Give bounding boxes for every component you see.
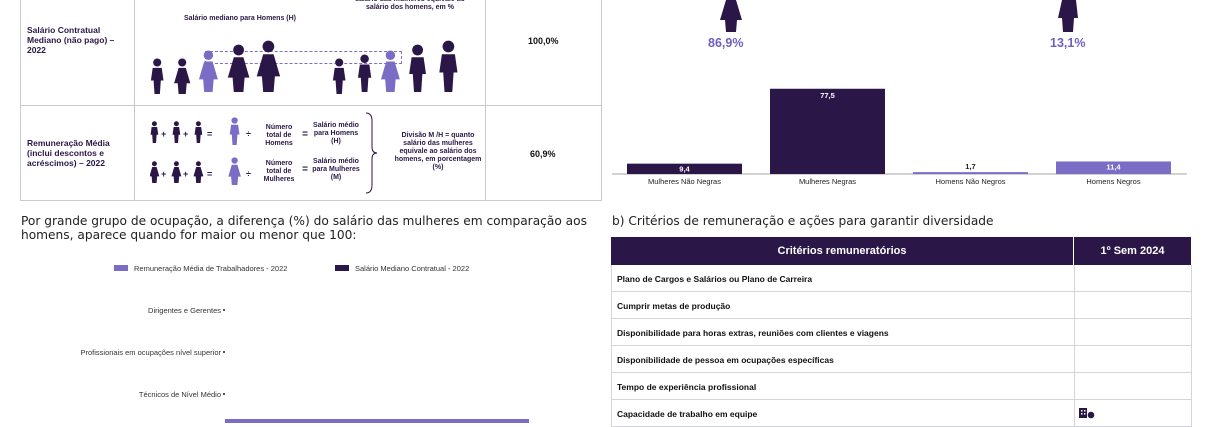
race-gender-bar-chart: 9,4 Mulheres Não Negras 77,5 Mulheres Negra… <box>612 88 1187 186</box>
tick-mark <box>223 309 225 311</box>
criteria-row-label: Cumprir metas de produção <box>617 301 731 311</box>
median-men-label: Salário mediano para Homens (H) <box>183 15 297 22</box>
legend-salario: Salário Mediano Contratual - 2022 <box>355 264 470 273</box>
equals-sign: = <box>207 169 212 179</box>
row-label-average: Remuneração Média (inclui descontos e ac… <box>27 138 110 168</box>
bar-value-label: 9,4 <box>679 165 690 174</box>
equals-sign: = <box>302 129 308 140</box>
criteria-header-col1: Critérios remuneratórios <box>611 237 1073 265</box>
criteria-row: Cumprir metas de produção <box>611 292 1192 319</box>
legend-swatch-remuneracao <box>114 265 128 271</box>
table-divider <box>485 0 486 200</box>
man-icon <box>1058 0 1078 32</box>
category-label: Mulheres Não Negras <box>648 177 721 186</box>
plus-sign: + <box>183 169 188 179</box>
people-icons-row <box>150 40 458 94</box>
category-dirigentes: Dirigentes e Gerentes <box>148 306 221 315</box>
bar-value-label: 1,7 <box>965 162 975 171</box>
avg-women-label: Salário médio para Mulheres (M) <box>312 158 360 181</box>
criteria-row-label: Tempo de experiência profissional <box>617 382 757 392</box>
women-percentage: 86,9% <box>708 36 744 50</box>
bar-value-label: 11,4 <box>1106 162 1121 171</box>
category-label: Mulheres Negras <box>799 177 856 186</box>
bar-value-label: 77,5 <box>820 91 835 100</box>
avg-men-label: Salário médio para Homens (H) <box>313 122 359 145</box>
occupation-description: Por grande grupo de ocupação, a diferenç… <box>21 214 587 242</box>
criteria-row-label: Plano de Cargos e Salários ou Plano de C… <box>617 274 813 284</box>
criteria-col2-label: 1º Sem 2024 <box>1100 245 1165 257</box>
category-label: Homens Negros <box>1086 177 1140 186</box>
occupation-bar <box>225 419 529 423</box>
building-icon <box>1079 408 1095 419</box>
equals-sign: = <box>302 164 308 175</box>
criteria-row: Disponibilidade de pessoa em ocupações e… <box>611 346 1192 373</box>
plus-sign: + <box>183 129 188 139</box>
row-label-median: Salário Contratual Mediano (não pago) – … <box>27 25 115 55</box>
criteria-row-label: Disponibilidade de pessoa em ocupações e… <box>617 355 834 365</box>
category-tecnicos: Técnicos de Nível Médio <box>138 390 221 399</box>
formula-icons: + + = ÷ + + = ÷ <box>150 117 251 185</box>
table-divider <box>134 0 135 200</box>
women-count-label: Número total de Mulheres <box>263 160 295 183</box>
plus-sign: + <box>161 169 166 179</box>
equals-sign: = <box>207 129 212 139</box>
category-profissionais: Profissionais em ocupações nível superio… <box>80 348 222 357</box>
divide-sign: ÷ <box>246 169 251 179</box>
brace <box>365 112 378 194</box>
tick-mark <box>223 351 225 353</box>
criteria-row: Tempo de experiência profissional <box>611 373 1192 400</box>
criteria-col1-label: Critérios remuneratórios <box>777 245 907 257</box>
category-label: Homens Não Negros <box>935 177 1005 186</box>
bar-1 <box>770 88 885 174</box>
bar-2 <box>913 172 1028 174</box>
criteria-row: Disponibilidade para horas extras, reuni… <box>611 319 1192 346</box>
bar-3 <box>1056 161 1171 174</box>
divide-sign: ÷ <box>246 129 251 139</box>
median-value: 100,0% <box>528 36 559 46</box>
criteria-heading: b) Critérios de remuneração e ações para… <box>612 214 994 228</box>
criteria-row-label: Disponibilidade para horas extras, reuni… <box>617 328 889 338</box>
criteria-row: Plano de Cargos e Salários ou Plano de C… <box>611 265 1192 292</box>
legend-remuneracao: Remuneração Média de Trabalhadores - 202… <box>134 264 288 273</box>
men-percentage: 13,1% <box>1050 36 1086 50</box>
men-count-label: Número total de Homens <box>265 124 293 147</box>
table-divider <box>21 105 601 106</box>
brace-note: salário das mulheres equivale ao salário… <box>355 0 465 11</box>
bar-0 <box>627 163 742 174</box>
tick-mark <box>223 393 225 395</box>
plus-sign: + <box>161 129 166 139</box>
woman-icon <box>720 0 742 32</box>
salary-method-table <box>20 0 602 201</box>
legend-swatch-salario <box>335 265 349 271</box>
division-note: Divisão M /H = quanto salário das mulher… <box>394 132 482 171</box>
criteria-row-label: Capacidade de trabalho em equipe <box>617 409 758 419</box>
average-value: 60,9% <box>530 149 556 159</box>
criteria-header-col2: 1º Sem 2024 <box>1074 237 1191 265</box>
